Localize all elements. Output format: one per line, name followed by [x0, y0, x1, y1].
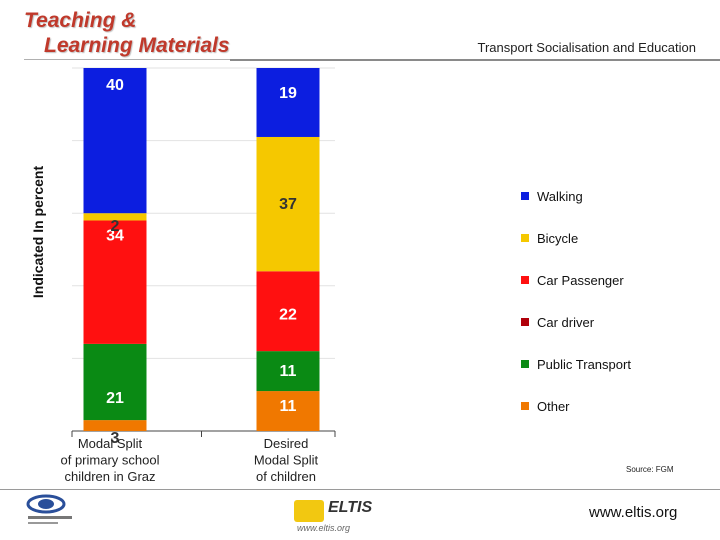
bar-segment-other [256, 391, 320, 431]
legend-label: Car driver [537, 315, 595, 330]
data-label: 11 [280, 398, 297, 415]
legend-label: Car Passenger [537, 273, 624, 288]
bar-segment-car-passenger [83, 220, 147, 344]
organisation-logo [26, 494, 72, 530]
source-note: Source: FGM [626, 465, 674, 474]
organisation-logo-caption2 [28, 522, 58, 524]
bar-segment-bicycle [83, 213, 147, 221]
legend-swatch [521, 360, 529, 368]
stacked-bar-chart: 3 21 342 40 11 11 22 37 19 Modal Split of primary … [61, 67, 631, 484]
slide-subtitle: Transport Socialisation and Education [477, 40, 696, 55]
x-tick-label: Desired [264, 436, 309, 451]
data-label: 34 [106, 227, 124, 244]
x-tick-label: of children [256, 469, 316, 484]
legend-label: Bicycle [537, 231, 578, 246]
brand-title-line2: Learning Materials [44, 34, 230, 57]
eltis-logo-url: www.eltis.org [297, 523, 351, 533]
legend-swatch [521, 402, 529, 410]
bar-segment-public-transport [256, 351, 320, 392]
legend-swatch [521, 234, 529, 242]
brand-title-line1: Teaching & [24, 9, 137, 32]
eltis-logo-text: ELTIS [328, 499, 373, 516]
eltis-logo-icon [294, 500, 324, 522]
legend-label: Public Transport [537, 357, 631, 372]
x-tick-label: Modal Split [78, 436, 143, 451]
bar-segment-walking [256, 68, 320, 137]
legend-swatch [521, 192, 529, 200]
organisation-logo-icon [26, 494, 66, 514]
eltis-logo: ELTIS www.eltis.org [294, 496, 378, 536]
data-label: 21 [106, 390, 124, 407]
data-label: 3 [111, 430, 120, 447]
bar-segment-other [83, 420, 147, 431]
footer-divider [0, 489, 720, 490]
x-tick-label: children in Graz [64, 469, 155, 484]
data-label: 2 [111, 218, 120, 235]
data-label: 11 [280, 363, 297, 380]
data-label: 40 [106, 77, 124, 94]
legend-swatch [521, 276, 529, 284]
footer-url[interactable]: www.eltis.org [589, 504, 678, 521]
bar-segment-car-passenger [256, 271, 320, 352]
legend-label: Walking [537, 189, 583, 204]
header-divider-left [24, 59, 230, 60]
data-label: 22 [279, 306, 297, 323]
bar-segment-bicycle [256, 136, 320, 272]
organisation-logo-caption [28, 516, 72, 519]
legend-swatch [521, 318, 529, 326]
data-label: 19 [279, 85, 297, 102]
legend-label: Other [537, 399, 570, 414]
header-divider [230, 59, 720, 61]
bar-segment-walking [83, 68, 147, 214]
data-label: 37 [279, 196, 297, 213]
x-tick-label: of primary school [61, 453, 160, 468]
bar-segment-public-transport [83, 343, 147, 421]
x-tick-label: Modal Split [254, 453, 319, 468]
